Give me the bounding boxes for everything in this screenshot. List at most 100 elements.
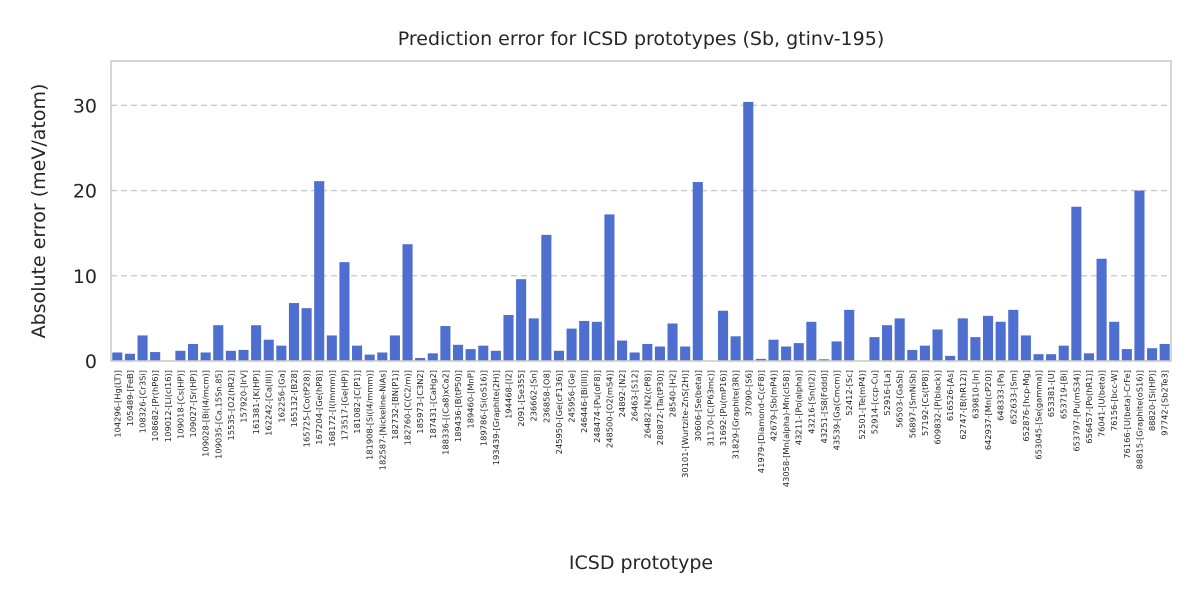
- x-tick-label: 189436-[B(tP50)]: [453, 370, 463, 442]
- x-tick-label: 245950-[Ge(cF136)]: [554, 370, 564, 454]
- bar: [654, 346, 665, 361]
- x-tick-label: 24892-[N2]: [617, 370, 627, 417]
- x-tick-label: 26463-[S12]: [630, 370, 640, 422]
- bar: [781, 346, 792, 361]
- x-tick-label: 52914-[ccp-Cu]: [869, 370, 879, 434]
- x-tick-label: 109028-[Bi(I4/mcm)]: [201, 370, 211, 457]
- bar: [844, 309, 855, 361]
- bar: [150, 352, 161, 361]
- x-tick-label: 30101-[Wurtzite-ZnS(2H)]: [680, 370, 690, 478]
- bar: [982, 315, 994, 361]
- bar: [1020, 335, 1031, 361]
- bar: [945, 355, 956, 361]
- bar: [667, 323, 678, 361]
- x-tick-label: 187431-[CaHg2]: [428, 370, 438, 439]
- y-tick-label: 0: [85, 351, 97, 373]
- bar: [490, 350, 501, 361]
- bar: [427, 353, 438, 361]
- x-tick-label: 185973-[C3N2]: [415, 370, 425, 434]
- x-tick-label: 246446-[Bi(III)]: [579, 370, 589, 433]
- x-tick-label: 245956-[Ge]: [567, 370, 577, 423]
- bar: [919, 345, 930, 361]
- x-tick-label: 162242-[Ca(III)]: [264, 370, 274, 436]
- bar: [339, 262, 350, 361]
- bar: [604, 214, 615, 361]
- bar: [755, 358, 766, 361]
- x-tick-label: 43216-[Sn(tI2)]: [806, 370, 816, 434]
- x-axis-label: ICSD prototype: [569, 552, 713, 574]
- x-tick-label: 97742-[Sb2Te3]: [1160, 370, 1170, 436]
- x-tick-label: 194468-[I2]: [504, 370, 514, 419]
- bar: [1096, 258, 1107, 361]
- bar: [1033, 354, 1044, 361]
- bar: [717, 310, 729, 361]
- bar: [629, 352, 640, 361]
- x-tick-label: 43058-[Mn(alpha)-Mn(cI58)]: [781, 370, 791, 487]
- bar: [465, 349, 476, 361]
- bar: [730, 336, 741, 361]
- x-tick-label: 182732-[BN(P1)]: [390, 370, 400, 440]
- bars: [112, 101, 1170, 361]
- x-tick-label: 236662-[Sn]: [529, 370, 539, 422]
- x-tick-label: 161381-[K(HP)]: [251, 370, 261, 434]
- bar: [377, 352, 388, 361]
- bar: [907, 349, 918, 361]
- bar: [263, 339, 274, 361]
- x-tick-label: 652633-[Sm]: [1008, 370, 1018, 425]
- bar: [743, 101, 754, 361]
- bar: [882, 325, 893, 361]
- x-tick-label: 609832-[P(black)]: [933, 370, 943, 445]
- x-tick-label: 109027-[Sr(HP)]: [188, 370, 198, 438]
- bar: [806, 321, 817, 361]
- bar: [1058, 345, 1069, 361]
- x-tick-label: 37090-[S6]: [743, 370, 753, 416]
- bar: [894, 318, 905, 361]
- x-tick-label: 88815-[Graphite(oS16)]: [1134, 370, 1144, 469]
- x-tick-label: 157920-[IrV]: [239, 370, 249, 423]
- bar: [225, 350, 236, 361]
- bar: [970, 337, 981, 361]
- bar: [415, 358, 426, 361]
- x-tick-label: 43251-[S8(Fddd)]: [819, 370, 829, 443]
- bar: [528, 318, 539, 361]
- bar: [541, 234, 552, 361]
- bar: [642, 343, 653, 361]
- bar: [402, 244, 413, 361]
- bar: [957, 318, 968, 361]
- x-tick-label: 76041-[U(beta)]: [1097, 370, 1107, 437]
- bar: [579, 320, 590, 361]
- bar: [200, 352, 211, 361]
- bar: [352, 345, 363, 361]
- bar: [301, 308, 312, 361]
- bar: [452, 344, 464, 361]
- bar: [1083, 353, 1095, 361]
- bar: [478, 345, 489, 361]
- x-tick-label: 162256-[Ga]: [276, 370, 286, 423]
- y-tick-label: 20: [73, 181, 97, 203]
- x-tick-label: 165725-[Co(tP28)]: [302, 370, 312, 447]
- x-tick-label: 15535-[O2(hR2)]: [226, 370, 236, 440]
- x-tick-label: 656457-[Po(hR1)]: [1084, 370, 1094, 444]
- bar: [553, 350, 565, 361]
- x-tick-label: 88820-[Si(HP)]: [1147, 370, 1157, 431]
- x-tick-label: 653045-[Se(gamma)]: [1034, 370, 1044, 460]
- x-tick-label: 639810-[In]: [970, 370, 980, 419]
- grid-lines: [111, 104, 1171, 277]
- bar: [768, 339, 779, 361]
- bar: [238, 349, 249, 361]
- x-tick-label: 43211-[Po(alpha)]: [794, 370, 804, 445]
- x-tick-label: 652876-[hcp-Mg]: [1021, 370, 1031, 442]
- x-tick-label: 52501-[Te(mP4)]: [857, 370, 867, 439]
- bar: [1134, 190, 1145, 361]
- chart-title: Prediction error for ICSD prototypes (Sb…: [398, 28, 884, 50]
- bar: [1147, 348, 1158, 361]
- y-axis-label: Absolute error (meV/atom): [28, 84, 50, 339]
- bar: [124, 353, 135, 361]
- bar: [516, 279, 527, 361]
- x-tick-label: 173517-[Ge(HP)]: [339, 370, 349, 440]
- bar: [680, 346, 691, 361]
- x-tick-label: 56503-[GaSb]: [895, 370, 905, 428]
- x-tick-label: 181082-[C(P1)]: [352, 370, 362, 434]
- bar: [213, 325, 224, 361]
